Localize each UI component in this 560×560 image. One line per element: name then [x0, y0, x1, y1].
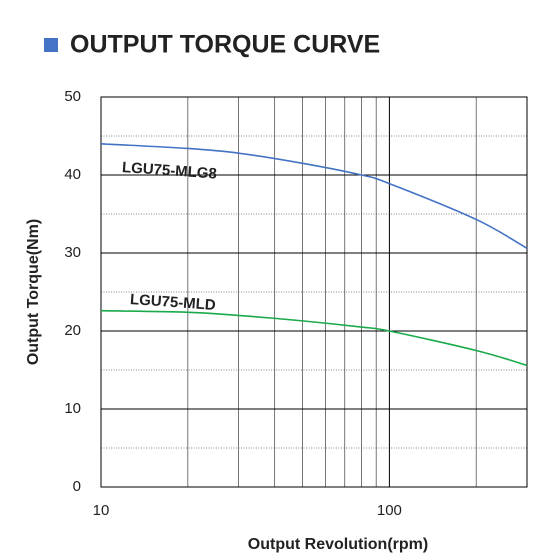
y-tick-label: 20	[64, 322, 81, 339]
y-tick-label: 0	[73, 478, 81, 495]
y-axis-title: Output Torque(Nm)	[25, 219, 42, 365]
title-marker	[44, 38, 58, 52]
line	[100, 309, 528, 367]
plot-frame	[100, 96, 528, 488]
x-axis-title: Output Revolution(rpm)	[248, 536, 428, 553]
x-tick-label: 10	[93, 502, 110, 519]
chart-title: OUTPUT TORQUE CURVE	[70, 31, 380, 59]
y-tick-label: 50	[64, 88, 81, 105]
y-tick-label: 30	[64, 244, 81, 261]
x-tick-label: 100	[377, 502, 402, 519]
line	[100, 143, 528, 250]
series-label: LGU75-MLD	[129, 291, 216, 314]
series-label: LGU75-MLG8	[121, 159, 217, 183]
y-tick-label: 10	[64, 400, 81, 417]
y-tick-label: 40	[64, 166, 81, 183]
